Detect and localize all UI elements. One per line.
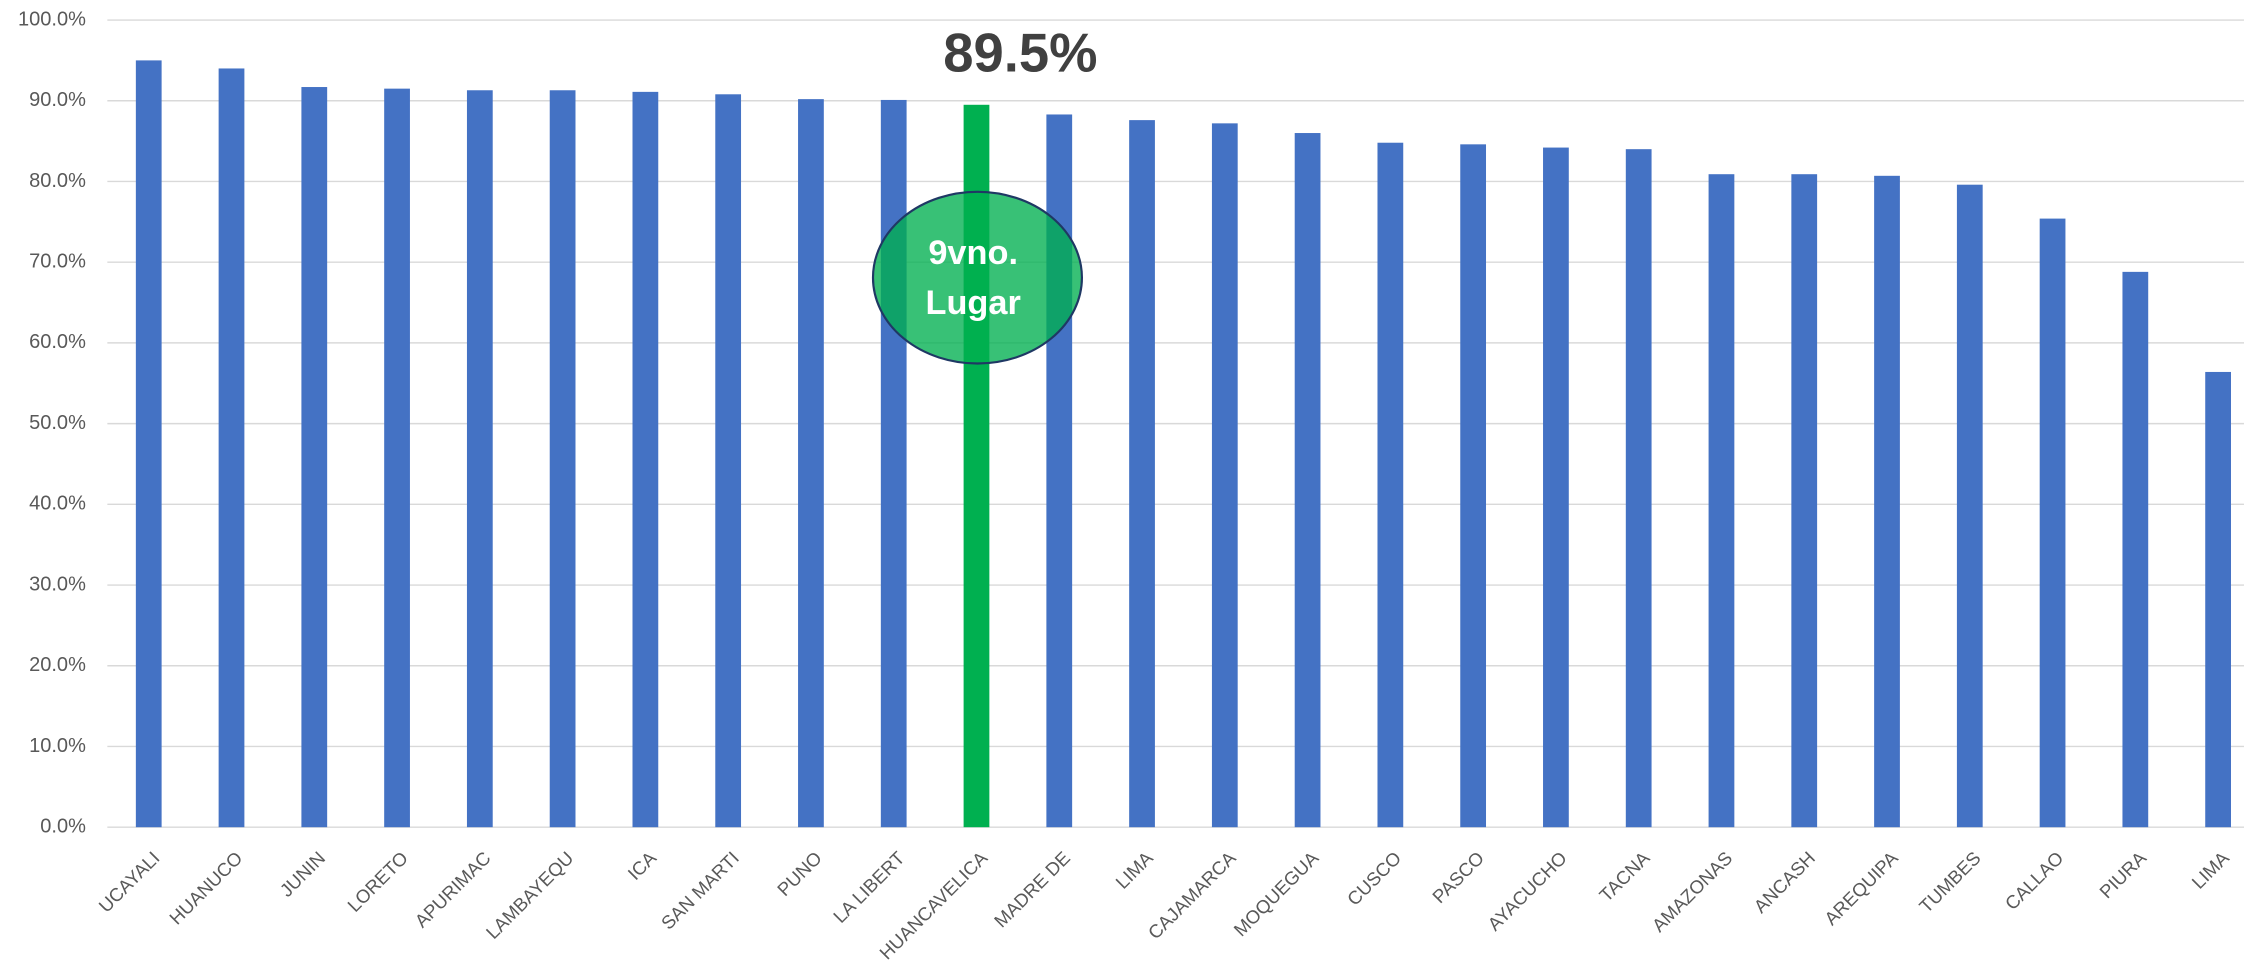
bar bbox=[1211, 123, 1238, 828]
x-tick-label: AMAZONAS bbox=[1648, 847, 1737, 936]
x-tick-label: CAJAMARCA bbox=[1144, 847, 1240, 943]
bar bbox=[2039, 218, 2066, 828]
x-tick-label: AREQUIPA bbox=[1820, 847, 1902, 929]
x-tick-label: PUNO bbox=[773, 847, 826, 900]
x-tick-label: LA LIBERT bbox=[829, 847, 909, 927]
y-tick-label: 80.0% bbox=[29, 170, 86, 192]
x-tick-label: LAMBAYEQU bbox=[482, 847, 578, 943]
bar bbox=[632, 91, 659, 828]
x-tick-label: LIMA bbox=[1111, 847, 1157, 893]
y-tick-label: 0.0% bbox=[40, 815, 86, 837]
callout-text: 9vno. bbox=[928, 234, 1018, 272]
bar bbox=[1874, 175, 1900, 828]
y-tick-label: 70.0% bbox=[29, 250, 86, 272]
bar bbox=[1956, 184, 1983, 828]
y-tick-label: 30.0% bbox=[29, 573, 86, 595]
bar bbox=[880, 99, 907, 828]
bar bbox=[549, 90, 576, 828]
x-tick-label: HUANUCO bbox=[165, 847, 246, 928]
x-tick-label: LORETO bbox=[343, 847, 412, 916]
y-tick-label: 50.0% bbox=[29, 412, 86, 434]
bar bbox=[2205, 371, 2231, 828]
bar bbox=[384, 88, 410, 828]
callout-ellipse bbox=[871, 190, 1084, 365]
bar bbox=[798, 99, 824, 828]
x-tick-label: UCAYALI bbox=[94, 847, 163, 916]
x-tick-label: LIMA bbox=[2187, 847, 2233, 893]
bar bbox=[466, 90, 493, 828]
x-tick-label: MOQUEGUA bbox=[1229, 847, 1322, 940]
bar bbox=[218, 68, 245, 828]
x-tick-label: SAN MARTI bbox=[657, 847, 743, 933]
x-tick-label: MADRE DE bbox=[990, 847, 1074, 931]
bar bbox=[1625, 149, 1652, 828]
x-tick-label: CUSCO bbox=[1343, 847, 1405, 909]
bar bbox=[1708, 174, 1735, 828]
callout-text: Lugar bbox=[925, 284, 1020, 322]
bar bbox=[135, 60, 162, 828]
y-tick-label: 10.0% bbox=[29, 735, 86, 757]
x-tick-label: TUMBES bbox=[1915, 847, 1985, 917]
bar bbox=[1791, 174, 1818, 828]
x-tick-label: APURIMAC bbox=[410, 847, 494, 931]
bar bbox=[1377, 142, 1404, 828]
x-tick-label: ICA bbox=[623, 847, 660, 884]
y-tick-label: 90.0% bbox=[29, 89, 86, 111]
y-tick-label: 60.0% bbox=[29, 331, 86, 353]
x-tick-label: AYACUCHO bbox=[1483, 847, 1570, 934]
bar bbox=[1543, 147, 1569, 828]
bar bbox=[1129, 120, 1155, 828]
x-tick-label: JUNIN bbox=[276, 847, 330, 901]
x-tick-label: TACNA bbox=[1595, 847, 1654, 906]
y-tick-label: 20.0% bbox=[29, 654, 86, 676]
bar bbox=[2122, 271, 2149, 828]
x-tick-label: ANCASH bbox=[1749, 847, 1819, 917]
bar bbox=[1460, 144, 1487, 828]
x-tick-label: CALLAO bbox=[2001, 847, 2068, 914]
y-tick-label: 40.0% bbox=[29, 493, 86, 515]
bar bbox=[301, 87, 328, 828]
y-tick-label: 100.0% bbox=[18, 8, 86, 30]
value-annotation: 89.5% bbox=[943, 23, 1097, 84]
x-tick-label: PASCO bbox=[1428, 847, 1488, 907]
x-tick-label: PIURA bbox=[2095, 847, 2150, 902]
bar bbox=[1294, 133, 1321, 828]
bar bbox=[715, 94, 742, 828]
